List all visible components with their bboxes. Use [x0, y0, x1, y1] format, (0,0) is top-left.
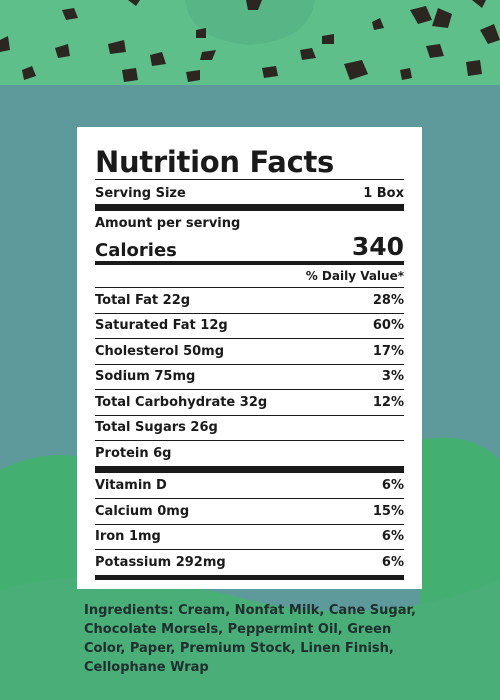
- chip: [196, 28, 206, 38]
- chip: [372, 18, 384, 30]
- nutrition-facts-title: Nutrition Facts: [95, 145, 334, 179]
- amount-per-serving: Amount per serving: [95, 216, 241, 231]
- serving-size-value: 1 Box: [363, 185, 404, 201]
- vitamin-dv: 6%: [381, 477, 404, 493]
- chocolate-chips: [0, 0, 500, 82]
- green-lower-band: [0, 577, 500, 700]
- chip: [22, 66, 36, 80]
- chip: [322, 34, 334, 44]
- vitamin-name: Potassium 292mg: [95, 554, 226, 570]
- chip: [0, 36, 10, 52]
- chip: [55, 44, 70, 58]
- thick-divider: [95, 465, 404, 473]
- chip: [108, 40, 126, 54]
- medium-divider: [95, 261, 404, 265]
- nutrient-row: Protein 6g: [95, 440, 404, 466]
- chip: [466, 60, 482, 76]
- chip: [186, 70, 200, 82]
- nutrient-row: Sodium 75mg 3%: [95, 363, 404, 390]
- chip: [426, 44, 444, 58]
- thick-divider: [95, 204, 404, 211]
- nutrient-row: Saturated Fat 12g 60%: [95, 312, 404, 339]
- calories-label: Calories: [95, 240, 177, 261]
- nutrient-name: Cholesterol 50mg: [95, 343, 225, 359]
- vitamin-dv: 6%: [381, 554, 404, 570]
- ingredients-text: Ingredients: Cream, Nonfat Milk, Cane Su…: [84, 603, 416, 675]
- nutrient-dv: 60%: [372, 318, 404, 334]
- nutrient-dv: 12%: [372, 394, 404, 410]
- nutrient-list: Total Fat 22g 28% Saturated Fat 12g 60% Ch…: [95, 287, 404, 466]
- mint-top-notch: [185, 0, 315, 45]
- chip: [128, 0, 140, 6]
- nutrition-facts-label: Nutrition Facts Serving Size 1 Box Amoun…: [77, 127, 422, 589]
- bottom-thick-divider: [95, 574, 404, 580]
- vitamin-name: Iron 1mg: [95, 529, 161, 545]
- vitamin-dv: 6%: [381, 529, 404, 545]
- chip: [300, 48, 316, 60]
- nutrient-name: Total Carbohydrate 32g: [95, 394, 268, 410]
- nutrient-name: Saturated Fat 12g: [95, 318, 228, 334]
- nutrient-row: Total Fat 22g 28%: [95, 287, 404, 313]
- nutrient-row: Total Carbohydrate 32g 12%: [95, 389, 404, 415]
- nutrient-dv: 17%: [372, 343, 404, 359]
- serving-size-row: Serving Size 1 Box: [95, 182, 404, 204]
- vitamin-row: Iron 1mg 6%: [95, 523, 404, 550]
- daily-value-header: % Daily Value*: [305, 269, 404, 283]
- chip: [262, 66, 278, 78]
- chip: [62, 8, 78, 20]
- chip: [344, 60, 368, 80]
- vitamin-row: Vitamin D 6%: [95, 473, 404, 499]
- calories-row: Calories 340: [95, 231, 404, 262]
- vitamin-row: Potassium 292mg 6%: [95, 549, 404, 575]
- nutrient-name: Total Fat 22g: [95, 292, 191, 308]
- nutrient-dv: 3%: [381, 369, 404, 385]
- chip: [400, 68, 412, 80]
- chip: [480, 24, 500, 44]
- nutrient-name: Protein 6g: [95, 445, 172, 461]
- chip: [246, 0, 262, 10]
- nutrient-row: Total Sugars 26g: [95, 414, 404, 441]
- calories-value: 340: [351, 232, 404, 261]
- vitamin-name: Vitamin D: [95, 477, 167, 493]
- vitamin-row: Calcium 0mg 15%: [95, 498, 404, 524]
- vitamin-dv: 15%: [372, 503, 404, 519]
- nutrient-row: Cholesterol 50mg 17%: [95, 338, 404, 364]
- nutrient-name: Total Sugars 26g: [95, 420, 218, 436]
- divider: [95, 179, 404, 180]
- nutrient-dv: 28%: [372, 292, 404, 308]
- serving-size-label: Serving Size: [95, 185, 186, 201]
- chip: [432, 8, 452, 28]
- chip: [150, 52, 166, 66]
- vitamin-name: Calcium 0mg: [95, 503, 190, 519]
- chip: [122, 68, 138, 82]
- nutrient-name: Sodium 75mg: [95, 369, 196, 385]
- chip: [200, 50, 216, 60]
- vitamin-list: Vitamin D 6% Calcium 0mg 15% Iron 1mg 6% Po…: [95, 473, 404, 575]
- chip: [410, 6, 432, 24]
- chip: [472, 0, 486, 8]
